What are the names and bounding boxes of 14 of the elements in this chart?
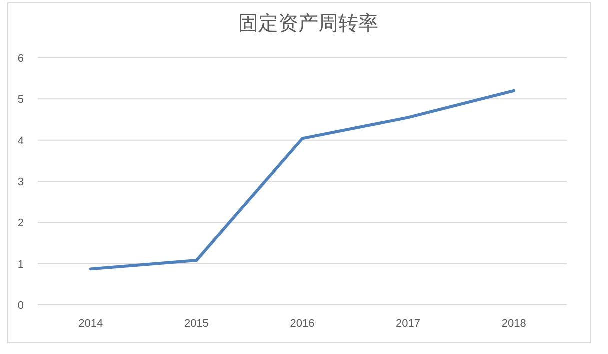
x-tick-label: 2015 (184, 318, 209, 330)
y-tick-label: 6 (18, 53, 24, 65)
chart-title: 固定资产周转率 (238, 13, 378, 35)
x-tick-label: 2018 (502, 318, 526, 330)
y-tick-label: 5 (18, 94, 24, 106)
x-tick-label: 2014 (78, 318, 104, 330)
line-series (89, 89, 516, 271)
y-tick-label: 4 (18, 135, 24, 148)
x-tick-label: 2017 (396, 318, 421, 330)
y-tick-label: 1 (18, 258, 24, 271)
x-tick-label: 2016 (290, 318, 315, 330)
y-tick-label: 0 (18, 300, 24, 312)
y-tick-label: 2 (18, 218, 24, 230)
y-tick-label: 3 (18, 176, 24, 188)
